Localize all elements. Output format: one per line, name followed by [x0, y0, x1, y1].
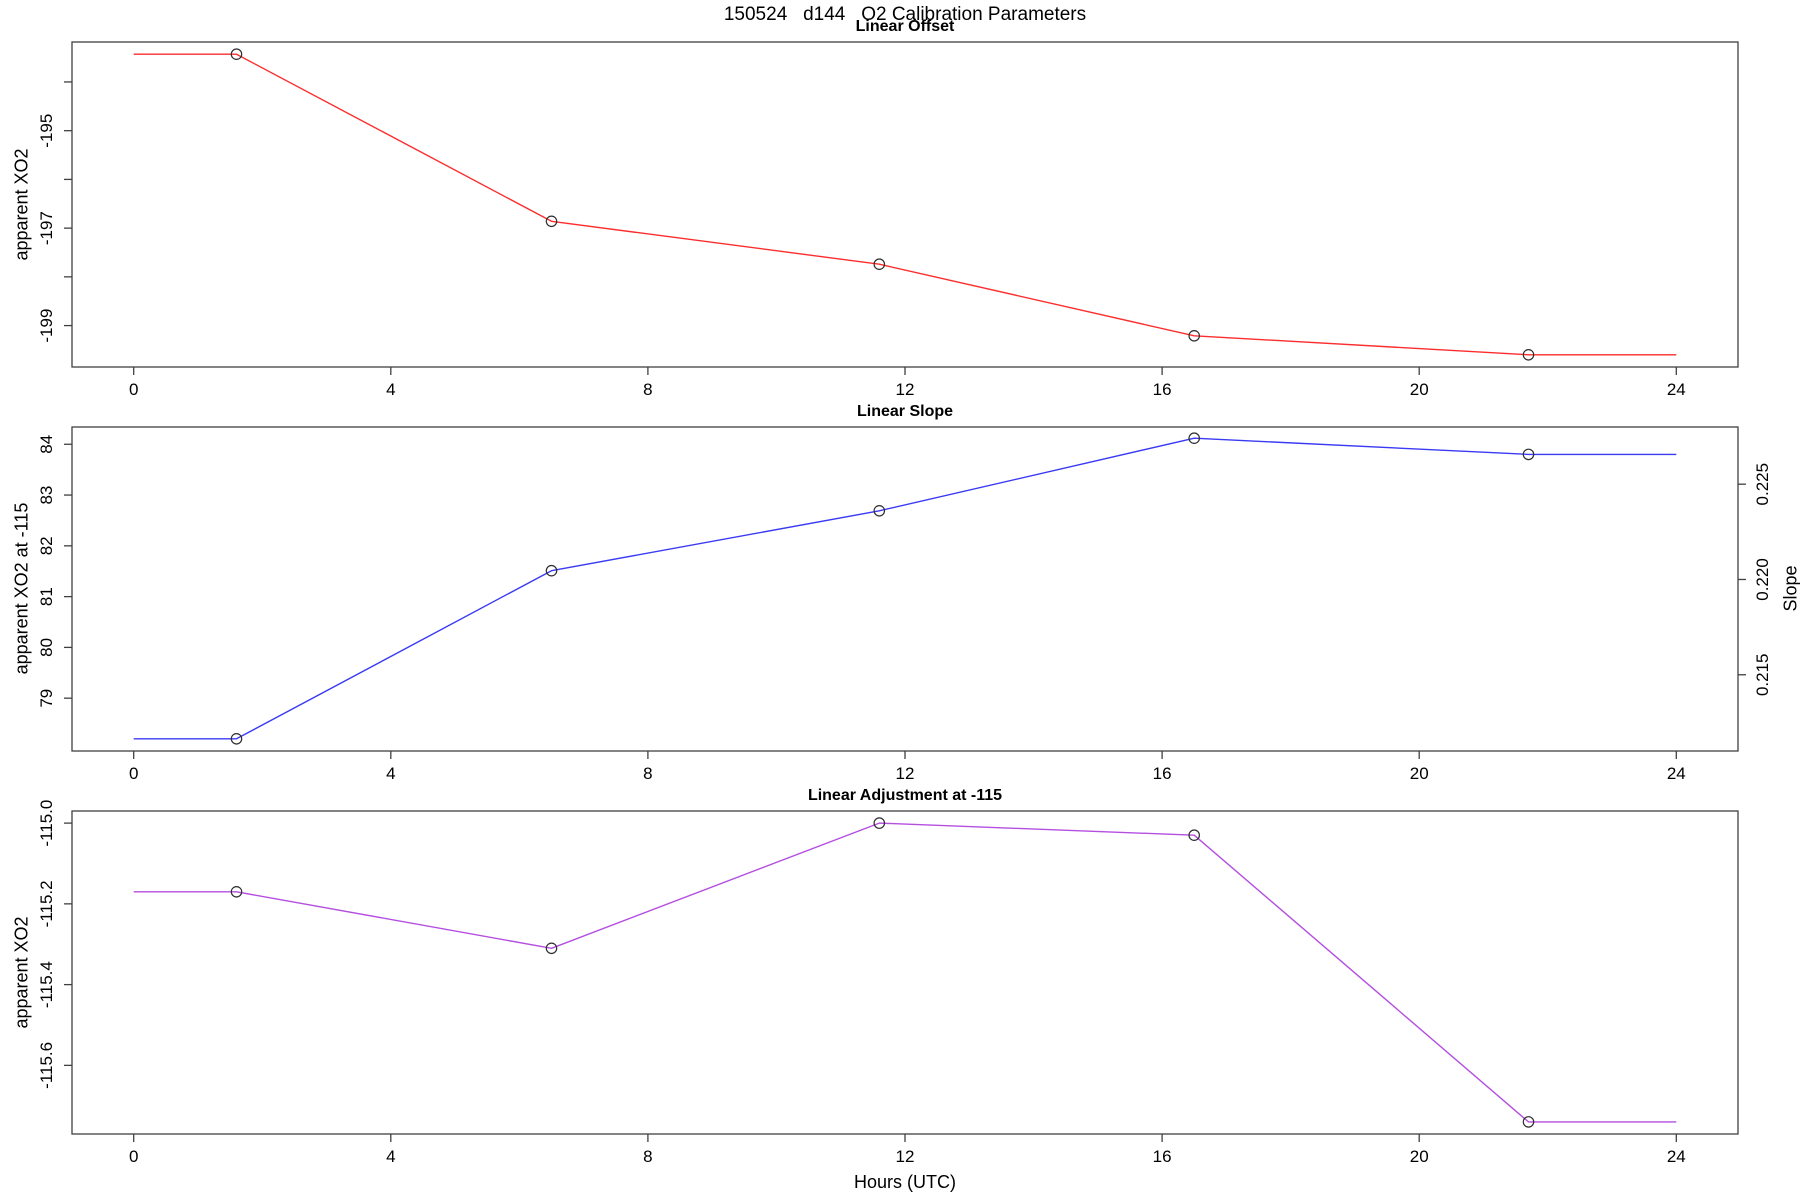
panel-2-x-tick-label: 8	[643, 764, 652, 783]
panel-3-data-point-marker	[1188, 829, 1200, 841]
panel-2-x-tick-label: 20	[1410, 764, 1429, 783]
panel-3-x-tick-label: 4	[386, 1147, 395, 1166]
main-title: 150524 d144 O2 Calibration Parameters	[723, 4, 1087, 25]
panel-1-data-point-marker	[230, 48, 243, 60]
panel-1-y-tick-label: -195	[37, 114, 56, 148]
panel-title-linear-adjustment: Linear Adjustment at -115	[807, 787, 1003, 804]
panel-1-x-tick-label: 8	[643, 380, 652, 399]
panel-1-data-line	[133, 53, 1677, 356]
panel-3-y-tick-label: -115.2	[37, 880, 56, 927]
panel-1-x-tick-label: 16	[1153, 380, 1172, 399]
panel-1-x-tick-label: 4	[386, 380, 395, 399]
y-axis-label-slope-left: apparent XO2 at -115	[11, 502, 32, 675]
panel-3-data-point-marker	[545, 942, 558, 955]
y-axis-label-slope-right: Slope	[1780, 565, 1800, 612]
x-axis-label: Hours (UTC)	[854, 1172, 956, 1192]
panel-3-x-tick-label: 16	[1153, 1147, 1172, 1166]
panel-3-data-point-marker	[230, 885, 243, 898]
panel-3-data-point-marker	[1522, 1116, 1535, 1128]
y-axis-label-adjustment: apparent XO2	[11, 916, 32, 1029]
panel-3-x-tick-label: 20	[1410, 1147, 1429, 1166]
panel-2-data-point-marker	[1522, 448, 1535, 461]
panel-1-x-tick-label: 24	[1667, 380, 1686, 399]
panel-2-x-tick-label: 24	[1667, 764, 1686, 783]
panel-3-x-tick-label: 8	[643, 1147, 652, 1166]
panel-2-y2-tick-label: 0.220	[1753, 558, 1772, 601]
panel-2-y-tick-label: 80	[37, 638, 56, 657]
panel-2-x-tick-label: 12	[896, 764, 915, 783]
panel-3-x-tick-label: 12	[896, 1147, 915, 1166]
panel-2-data-point-marker	[873, 504, 886, 517]
y-axis-label-offset: apparent XO2	[11, 148, 32, 261]
panel-1-data-point-marker	[873, 258, 886, 270]
panel-2-x-tick-label: 4	[386, 764, 395, 783]
panel-2-y-tick-label: 81	[37, 587, 56, 606]
panel-1-border	[71, 41, 1739, 368]
panel-2-y2-tick-label: 0.225	[1753, 463, 1772, 506]
panel-3-data-point-marker	[873, 817, 886, 829]
panel-2-x-tick-label: 0	[129, 764, 138, 783]
panel-3-y-tick-label: -115.4	[37, 961, 56, 1008]
panel-1-x-tick-label: 0	[129, 380, 138, 399]
panel-title-linear-offset: Linear Offset	[855, 18, 955, 35]
panel-1-x-tick-label: 12	[896, 380, 915, 399]
panel-1-y-tick-label: -199	[37, 309, 56, 343]
panel-3-data-line	[133, 822, 1677, 1123]
panel-2-data-line	[133, 437, 1677, 740]
panel-1-data-point-marker	[545, 215, 558, 228]
panel-2-border	[71, 426, 1739, 752]
panel-2-y-tick-label: 84	[37, 435, 56, 454]
panel-3-border	[71, 810, 1739, 1135]
panel-3-y-tick-label: -115.6	[37, 1042, 56, 1089]
panel-1-data-point-marker	[1522, 348, 1535, 361]
panel-2-y-tick-label: 79	[37, 689, 56, 708]
panel-1-y-tick-label: -197	[37, 211, 56, 245]
panel-2-x-tick-label: 16	[1153, 764, 1172, 783]
panel-2-data-point-marker	[545, 564, 558, 577]
panel-2-data-point-marker	[230, 732, 243, 745]
panel-2-y2-tick-label: 0.215	[1753, 653, 1772, 696]
panel-title-linear-slope: Linear Slope	[856, 403, 954, 420]
panel-2-y-tick-label: 83	[37, 486, 56, 505]
panel-3-x-tick-label: 24	[1667, 1147, 1686, 1166]
panel-3-y-tick-label: -115.0	[37, 800, 56, 847]
panel-2-data-point-marker	[1188, 432, 1200, 444]
panel-1-data-point-marker	[1188, 329, 1200, 342]
panel-1-x-tick-label: 20	[1410, 380, 1429, 399]
panel-3-x-tick-label: 0	[129, 1147, 138, 1166]
panel-2-y-tick-label: 82	[37, 536, 56, 555]
